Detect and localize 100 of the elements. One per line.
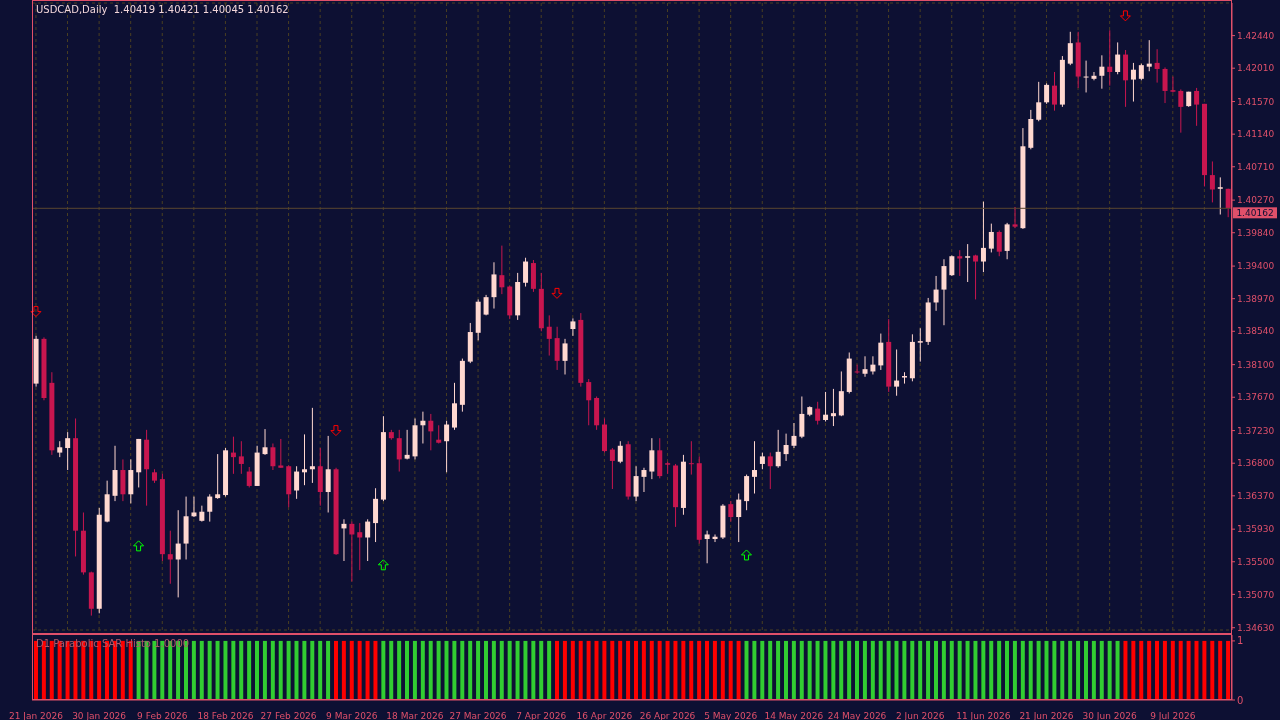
candlestick (980, 201, 986, 273)
y-tick-label: 1.42440 (1237, 30, 1275, 41)
x-tick-label: 30 Jun 2026 (1082, 711, 1137, 720)
candlestick (1209, 160, 1215, 203)
candlestick (215, 453, 221, 500)
y-tick-label: 1.40270 (1237, 195, 1275, 206)
candlestick (65, 431, 71, 471)
candlestick (609, 447, 615, 490)
candlestick (791, 422, 797, 449)
y-tick-label: 1.40710 (1237, 161, 1275, 172)
candlestick (830, 388, 836, 427)
candlestick (278, 438, 284, 469)
candlestick (1044, 82, 1050, 105)
candlestick (570, 317, 576, 337)
candlestick (1194, 87, 1200, 127)
candlestick (941, 258, 947, 326)
x-tick-label: 11 Jun 2026 (956, 711, 1011, 720)
candlestick (444, 420, 450, 473)
y-tick-label: 1.38970 (1237, 293, 1275, 304)
x-tick-label: 30 Jan 2026 (72, 711, 127, 720)
candlestick (996, 229, 1002, 257)
y-tick-label: 1.36370 (1237, 491, 1275, 501)
y-tick-label: 1.37670 (1237, 392, 1275, 403)
x-tick-label: 5 May 2026 (704, 711, 758, 720)
candlestick (965, 243, 971, 283)
x-tick-label: 18 Mar 2026 (386, 711, 444, 720)
y-tick-label: 1.41140 (1237, 129, 1275, 140)
point (330, 425, 342, 437)
candlestick (712, 533, 718, 543)
point (1119, 10, 1131, 22)
candlestick (799, 395, 805, 439)
y-tick-label: 1.35070 (1237, 589, 1275, 600)
candlestick (641, 467, 647, 493)
candlestick (728, 500, 734, 523)
candlestick (1170, 76, 1176, 93)
y-tick-label: 1.41570 (1237, 96, 1275, 107)
candlestick (302, 433, 307, 486)
candlestick (523, 257, 529, 288)
candlestick (633, 465, 639, 502)
y-tick-label: 0 (1237, 694, 1244, 706)
candlestick (491, 261, 497, 310)
x-tick-label: 26 Apr 2026 (639, 711, 696, 720)
x-tick-label: 9 Mar 2026 (326, 711, 378, 720)
y-tick-label: 1.42010 (1237, 63, 1275, 74)
point (740, 549, 752, 561)
candlestick (854, 364, 860, 375)
candlestick (1052, 71, 1057, 112)
point (133, 540, 145, 552)
candlestick (1083, 60, 1089, 93)
candlestick (404, 429, 410, 460)
candlestick (1099, 54, 1105, 90)
candlestick (617, 440, 623, 464)
point (551, 287, 563, 299)
candlestick (1162, 66, 1168, 104)
candlestick (1217, 176, 1223, 216)
x-tick-label: 27 Feb 2026 (260, 711, 317, 720)
candlestick (1130, 62, 1136, 103)
candlestick (949, 254, 955, 277)
y-tick-label: 1.36800 (1237, 458, 1275, 469)
candlestick (767, 452, 773, 490)
candlestick (357, 522, 363, 571)
x-tick-label: 9 Feb 2026 (137, 711, 188, 720)
candlestick (957, 249, 963, 277)
candlestick (1012, 206, 1018, 229)
candlestick (586, 378, 592, 426)
candlestick (933, 275, 939, 312)
candlestick (973, 254, 979, 300)
point (30, 306, 42, 318)
candlestick (1091, 71, 1097, 81)
candlestick (1154, 48, 1160, 84)
candlestick (365, 518, 371, 562)
y-tick-label: 1.34630 (1237, 622, 1275, 633)
candlestick (1036, 81, 1042, 122)
x-tick-label: 2 Jun 2026 (895, 711, 945, 720)
candlestick (396, 429, 402, 473)
candlestick (246, 466, 252, 488)
candlestick (1115, 41, 1121, 75)
candlestick (167, 530, 173, 585)
candlestick (752, 440, 757, 495)
y-tick-label: 1.38540 (1237, 326, 1275, 337)
candlestick (309, 407, 315, 484)
candlestick (191, 496, 197, 518)
x-tick-label: 14 May 2026 (764, 711, 824, 720)
candlestick (1178, 88, 1184, 134)
x-tick-label: 9 Jul 2026 (1150, 711, 1196, 720)
y-tick-label: 1.39400 (1237, 261, 1275, 272)
candlestick (270, 442, 276, 471)
y-tick-label: 1.35930 (1237, 524, 1275, 535)
candlestick (1107, 29, 1113, 87)
candlestick (262, 428, 268, 456)
point (377, 559, 389, 571)
candlestick (988, 223, 994, 253)
x-tick-label: 27 Mar 2026 (449, 711, 507, 720)
candlestick (649, 437, 655, 480)
candlestick (175, 509, 181, 598)
x-tick-label: 21 Jan 2026 (8, 711, 64, 720)
candlestick (238, 440, 244, 475)
candlestick (1067, 31, 1073, 66)
candlestick (894, 348, 900, 397)
candlestick (878, 333, 884, 371)
